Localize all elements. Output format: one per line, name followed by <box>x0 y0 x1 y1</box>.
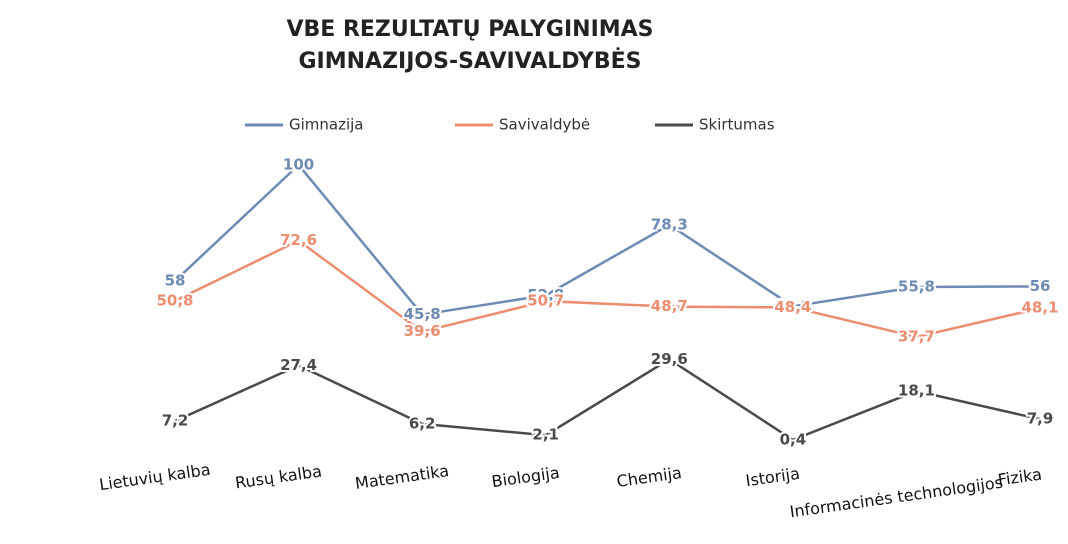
data-label: 27,4 <box>280 356 317 374</box>
legend-label: Skirtumas <box>699 116 775 134</box>
data-label: 7,9 <box>1027 410 1054 428</box>
data-label: 48,4 <box>774 298 811 316</box>
legend-label: Savivaldybė <box>499 116 590 134</box>
chart-title: VBE REZULTATŲ PALYGINIMAS <box>286 17 653 42</box>
data-label: 58 <box>165 271 186 289</box>
data-label: 100 <box>283 156 314 174</box>
x-tick-label: Matematika <box>354 461 450 493</box>
data-label: 18,1 <box>898 382 935 400</box>
data-label: 6,2 <box>409 414 436 432</box>
data-label: 52,8 <box>527 286 564 304</box>
data-label: 39,6 <box>404 322 441 340</box>
data-label: 2,1 <box>532 426 559 444</box>
data-label: 45,8 <box>404 305 441 323</box>
series-line <box>174 163 1041 316</box>
x-tick-label: Lietuvių kalba <box>98 460 212 494</box>
x-tick-label: Informacinės technologijos <box>789 473 1005 522</box>
data-label: 56 <box>1030 277 1051 295</box>
series-line <box>174 239 1041 339</box>
x-tick-label: Istorija <box>744 464 801 490</box>
data-label: 50,8 <box>156 291 193 309</box>
data-label: 37,7 <box>898 327 935 345</box>
x-tick-label: Fizika <box>997 465 1043 490</box>
data-label: 0,4 <box>780 430 807 448</box>
series-line <box>174 357 1041 442</box>
chart-title: GIMNAZIJOS-SAVIVALDYBĖS <box>299 48 642 74</box>
x-tick-label: Chemija <box>615 463 682 491</box>
data-label: 55,8 <box>898 277 935 295</box>
data-label: 72,6 <box>280 231 317 249</box>
data-label: 78,3 <box>651 215 688 233</box>
legend-label: Gimnazija <box>289 116 364 134</box>
data-label: 48,8 <box>774 297 811 315</box>
x-tick-label: Biologija <box>490 463 560 491</box>
data-label: 7,2 <box>162 412 189 430</box>
data-label: 50,7 <box>527 292 564 310</box>
data-label: 48,7 <box>651 297 688 315</box>
data-label: 29,6 <box>651 350 688 368</box>
data-label: 48,1 <box>1021 299 1058 317</box>
x-tick-label: Rusų kalba <box>234 462 323 493</box>
